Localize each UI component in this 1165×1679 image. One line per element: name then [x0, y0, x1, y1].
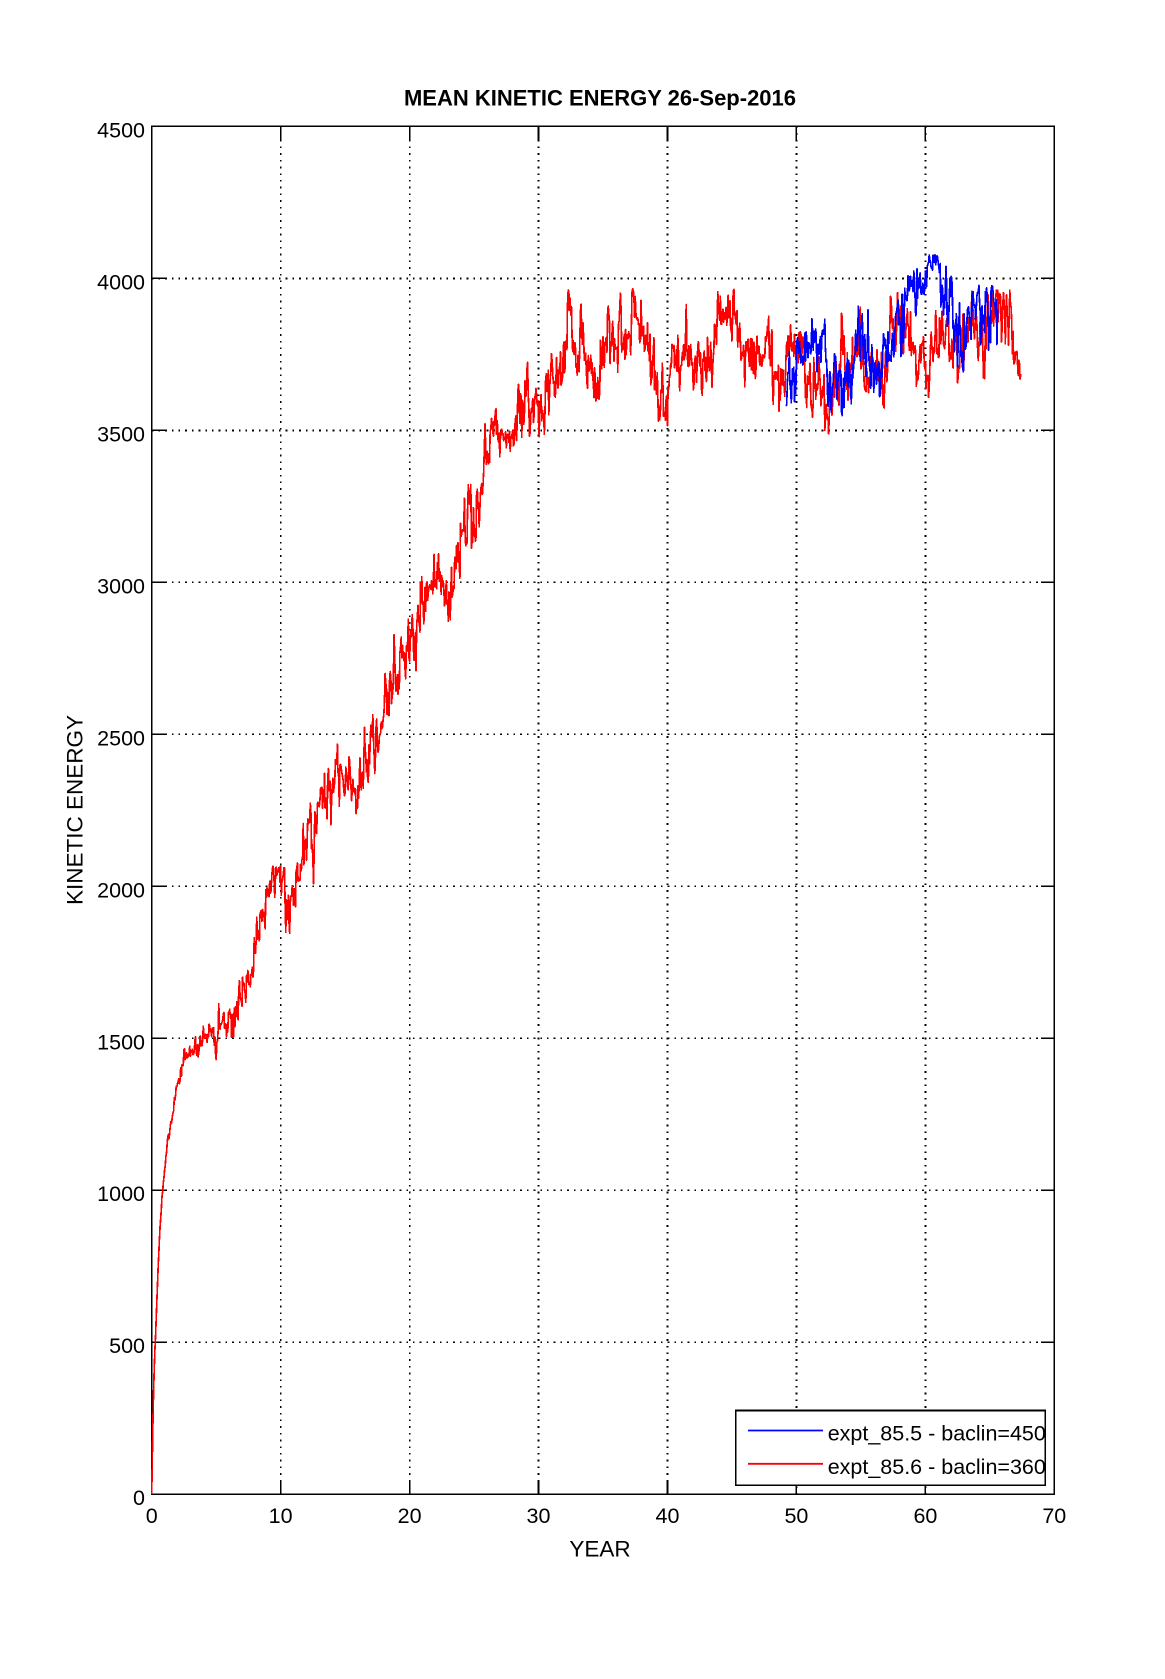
svg-text:MEAN KINETIC ENERGY 26-Sep-201: MEAN KINETIC ENERGY 26-Sep-2016	[404, 85, 796, 110]
svg-text:1500: 1500	[97, 1030, 145, 1054]
svg-text:500: 500	[109, 1334, 145, 1358]
svg-text:expt_85.6 - baclin=360: expt_85.6 - baclin=360	[828, 1455, 1046, 1479]
svg-text:10: 10	[269, 1504, 293, 1528]
svg-text:4000: 4000	[97, 270, 145, 294]
svg-text:1000: 1000	[97, 1182, 145, 1206]
svg-text:expt_85.5 - baclin=450: expt_85.5 - baclin=450	[828, 1422, 1046, 1446]
svg-text:2500: 2500	[97, 726, 145, 750]
svg-text:50: 50	[784, 1504, 808, 1528]
svg-text:20: 20	[398, 1504, 422, 1528]
svg-text:2000: 2000	[97, 878, 145, 902]
svg-text:3500: 3500	[97, 422, 145, 446]
svg-text:60: 60	[913, 1504, 937, 1528]
svg-text:0: 0	[133, 1486, 145, 1510]
svg-text:3000: 3000	[97, 574, 145, 598]
svg-text:40: 40	[656, 1504, 680, 1528]
svg-text:70: 70	[1042, 1504, 1066, 1528]
svg-text:YEAR: YEAR	[569, 1537, 630, 1562]
svg-text:0: 0	[146, 1504, 158, 1528]
svg-text:30: 30	[527, 1504, 551, 1528]
svg-text:4500: 4500	[97, 118, 145, 142]
svg-text:KINETIC ENERGY: KINETIC ENERGY	[63, 715, 88, 905]
